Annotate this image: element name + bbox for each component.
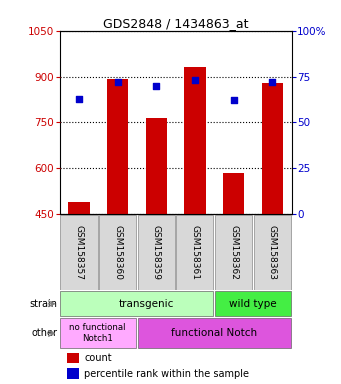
FancyBboxPatch shape: [254, 215, 291, 290]
Text: GSM158357: GSM158357: [74, 225, 84, 280]
Bar: [66, 353, 79, 363]
Text: strain: strain: [29, 299, 57, 309]
Point: [153, 83, 159, 89]
Point: [192, 77, 198, 83]
Text: transgenic: transgenic: [119, 299, 174, 309]
FancyBboxPatch shape: [60, 318, 136, 348]
Bar: [262, 83, 283, 214]
Bar: [107, 79, 128, 214]
Text: functional Notch: functional Notch: [171, 328, 257, 338]
FancyBboxPatch shape: [215, 215, 252, 290]
FancyBboxPatch shape: [99, 215, 136, 290]
Text: GSM158361: GSM158361: [190, 225, 199, 280]
FancyBboxPatch shape: [215, 291, 291, 316]
Bar: [68, 202, 90, 214]
Text: percentile rank within the sample: percentile rank within the sample: [84, 369, 249, 379]
FancyBboxPatch shape: [176, 215, 213, 290]
FancyBboxPatch shape: [60, 291, 213, 316]
Text: no functional
Notch1: no functional Notch1: [69, 323, 126, 343]
Point: [115, 79, 120, 85]
Text: wild type: wild type: [229, 299, 277, 309]
Text: GSM158359: GSM158359: [152, 225, 161, 280]
FancyBboxPatch shape: [138, 318, 291, 348]
Point: [269, 79, 275, 85]
FancyBboxPatch shape: [138, 215, 175, 290]
Bar: [184, 67, 206, 214]
Text: other: other: [31, 328, 57, 338]
Title: GDS2848 / 1434863_at: GDS2848 / 1434863_at: [103, 17, 248, 30]
Bar: [66, 368, 79, 379]
Text: GSM158360: GSM158360: [113, 225, 122, 280]
Point: [76, 96, 82, 102]
Text: GSM158362: GSM158362: [229, 225, 238, 280]
Bar: [146, 118, 167, 214]
Text: GSM158363: GSM158363: [268, 225, 277, 280]
Point: [231, 97, 236, 103]
FancyBboxPatch shape: [60, 215, 98, 290]
Bar: [223, 174, 244, 214]
Text: count: count: [84, 353, 112, 363]
